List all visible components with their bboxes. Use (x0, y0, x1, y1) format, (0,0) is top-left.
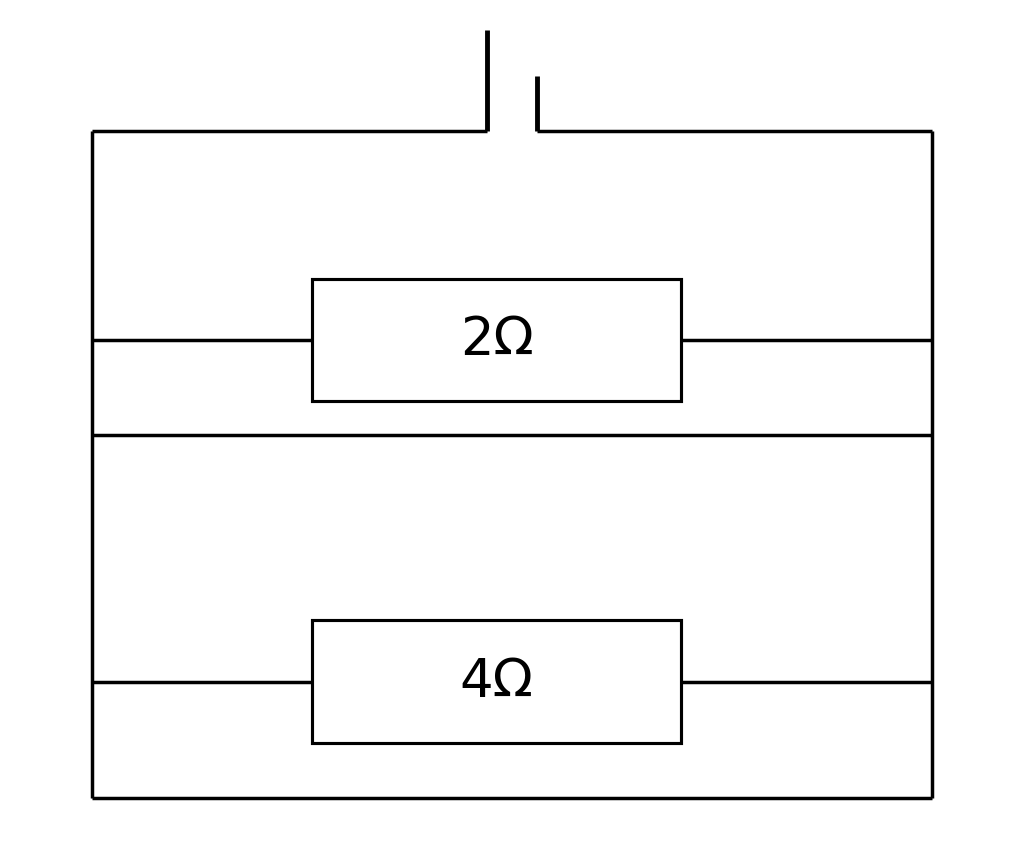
Text: 4Ω: 4Ω (460, 656, 534, 707)
Bar (312, 279, 681, 401)
Text: 2Ω: 2Ω (460, 314, 534, 365)
Bar (312, 620, 681, 743)
